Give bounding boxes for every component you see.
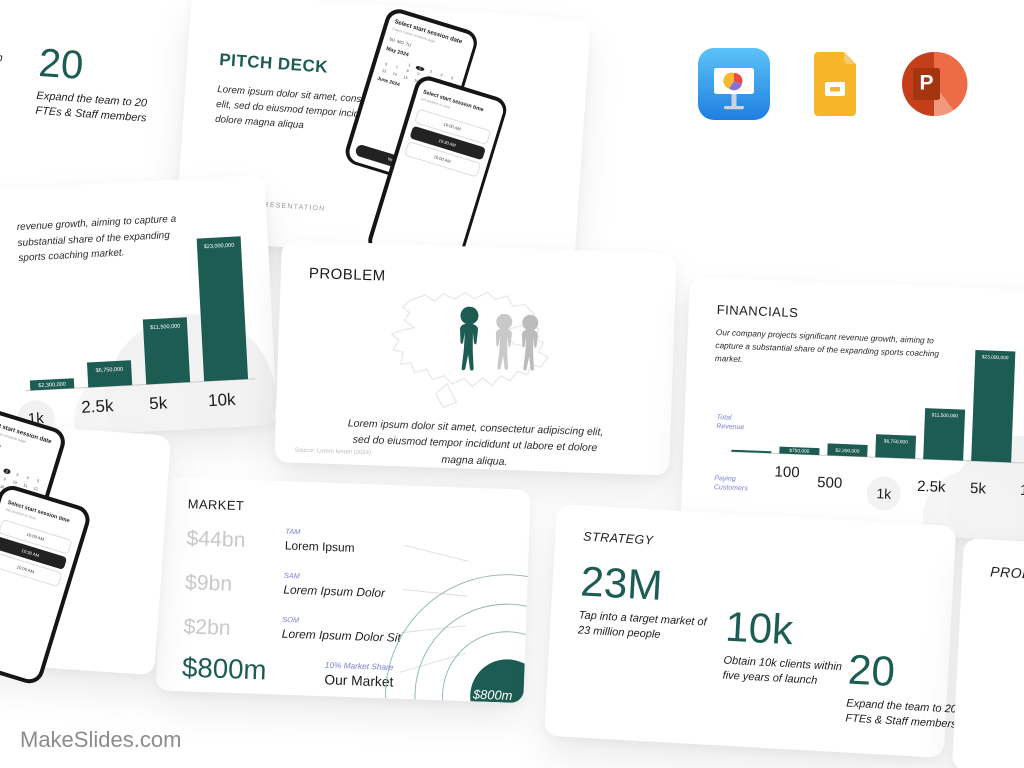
svg-text:$2,300,000: $2,300,000 — [835, 448, 860, 455]
svg-text:P: P — [919, 72, 933, 95]
svg-text:$23,000,000: $23,000,000 — [982, 354, 1009, 361]
svg-text:$11,500,000: $11,500,000 — [932, 412, 959, 419]
svg-text:$750,000: $750,000 — [789, 448, 810, 455]
svg-text:$6,750,000: $6,750,000 — [884, 439, 909, 446]
